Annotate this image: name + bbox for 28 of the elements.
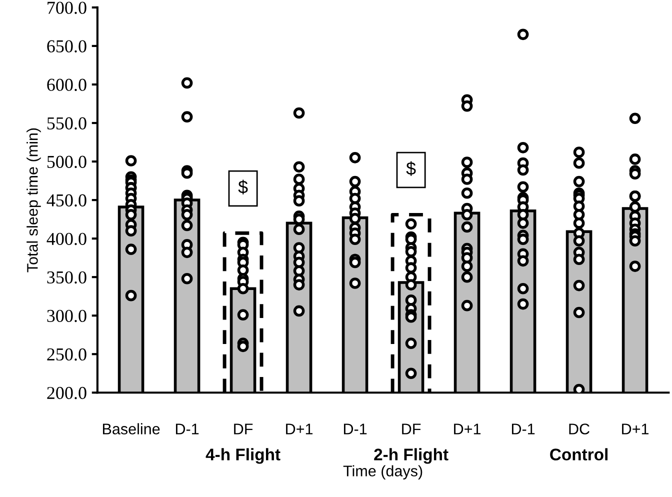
y-tick-label: 350.0 — [47, 271, 86, 284]
y-tick-label: 500.0 — [47, 156, 86, 168]
y-tick-label: 550.0 — [47, 117, 86, 130]
y-tick-label: 250.0 — [47, 348, 86, 361]
annotation: $ — [406, 161, 416, 176]
x-tick-label: Baseline — [102, 423, 160, 434]
text: 2-h Flight — [374, 448, 448, 464]
x-tick-label: D+1 — [622, 424, 649, 434]
text: 4-h Flight — [206, 448, 280, 464]
x-tick-label: D+1 — [454, 424, 481, 434]
x-tick-label: D-1 — [344, 424, 367, 434]
y-tick-label: 650.0 — [47, 40, 86, 52]
x-tick-label: DC — [569, 424, 590, 434]
x-tick-label: DF — [402, 424, 421, 434]
text: Control — [550, 448, 608, 460]
y-tick-label: 300.0 — [47, 310, 86, 322]
y-axis-title: Total sleep time (min) — [26, 128, 41, 272]
annotation: $ — [238, 180, 248, 194]
y-tick-label: 450.0 — [46, 194, 86, 207]
y-tick-label: 700.0 — [48, 2, 86, 14]
y-tick-label: 200.0 — [47, 386, 86, 400]
x-axis-title: Time (days) — [343, 465, 422, 480]
x-tick-label: D-1 — [512, 424, 535, 434]
y-tick-label: 600.0 — [47, 78, 86, 92]
x-tick-label: D-1 — [176, 424, 199, 434]
y-tick-label: 400.0 — [46, 232, 86, 246]
x-tick-label: DF — [234, 424, 253, 434]
x-tick-label: D+1 — [286, 424, 313, 434]
